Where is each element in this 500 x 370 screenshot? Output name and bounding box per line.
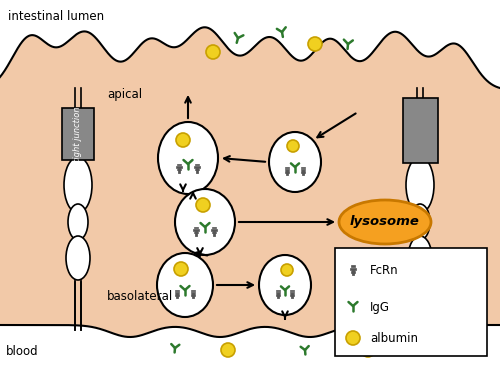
Circle shape xyxy=(174,262,188,276)
FancyBboxPatch shape xyxy=(190,292,196,293)
FancyBboxPatch shape xyxy=(211,229,217,231)
FancyBboxPatch shape xyxy=(301,167,305,168)
Text: tight junction: tight junction xyxy=(74,106,82,162)
FancyBboxPatch shape xyxy=(351,271,355,273)
FancyBboxPatch shape xyxy=(402,98,438,163)
FancyBboxPatch shape xyxy=(194,226,198,228)
FancyBboxPatch shape xyxy=(290,295,294,296)
FancyBboxPatch shape xyxy=(177,164,181,165)
Ellipse shape xyxy=(68,204,88,240)
Circle shape xyxy=(281,264,293,276)
Circle shape xyxy=(346,331,360,345)
Ellipse shape xyxy=(259,255,311,315)
Circle shape xyxy=(176,133,190,147)
FancyBboxPatch shape xyxy=(335,248,487,356)
FancyBboxPatch shape xyxy=(191,295,195,296)
FancyBboxPatch shape xyxy=(62,108,94,160)
Text: intestinal lumen: intestinal lumen xyxy=(8,10,104,23)
Text: albumin: albumin xyxy=(370,332,418,344)
Circle shape xyxy=(361,343,375,357)
FancyBboxPatch shape xyxy=(300,169,306,171)
Circle shape xyxy=(287,140,299,152)
Text: blood: blood xyxy=(6,345,38,358)
Ellipse shape xyxy=(66,236,90,280)
FancyBboxPatch shape xyxy=(290,292,294,293)
Circle shape xyxy=(206,45,220,59)
FancyBboxPatch shape xyxy=(276,295,280,296)
FancyBboxPatch shape xyxy=(290,290,294,291)
FancyBboxPatch shape xyxy=(285,171,289,173)
FancyBboxPatch shape xyxy=(193,229,199,231)
Text: basolateral: basolateral xyxy=(107,290,174,303)
FancyBboxPatch shape xyxy=(195,164,199,165)
FancyBboxPatch shape xyxy=(285,167,289,168)
FancyBboxPatch shape xyxy=(194,166,200,168)
Text: lysosome: lysosome xyxy=(350,215,420,229)
FancyBboxPatch shape xyxy=(195,169,199,170)
FancyBboxPatch shape xyxy=(276,292,280,293)
FancyBboxPatch shape xyxy=(351,265,355,267)
FancyBboxPatch shape xyxy=(176,166,182,168)
FancyBboxPatch shape xyxy=(177,169,181,170)
Ellipse shape xyxy=(269,132,321,192)
FancyBboxPatch shape xyxy=(284,169,290,171)
FancyBboxPatch shape xyxy=(212,226,216,228)
Ellipse shape xyxy=(157,253,213,317)
FancyBboxPatch shape xyxy=(174,292,180,293)
FancyBboxPatch shape xyxy=(194,232,198,233)
Ellipse shape xyxy=(410,204,430,240)
FancyBboxPatch shape xyxy=(191,290,195,291)
Ellipse shape xyxy=(158,122,218,194)
FancyBboxPatch shape xyxy=(350,268,356,270)
Circle shape xyxy=(308,37,322,51)
Ellipse shape xyxy=(408,236,432,280)
Ellipse shape xyxy=(175,189,235,255)
FancyBboxPatch shape xyxy=(301,171,305,173)
Text: FcRn: FcRn xyxy=(370,263,398,276)
Ellipse shape xyxy=(64,157,92,213)
FancyBboxPatch shape xyxy=(176,295,179,296)
Text: IgG: IgG xyxy=(370,302,390,314)
FancyBboxPatch shape xyxy=(212,232,216,233)
FancyBboxPatch shape xyxy=(176,290,179,291)
FancyBboxPatch shape xyxy=(276,290,280,291)
Ellipse shape xyxy=(406,157,434,213)
Ellipse shape xyxy=(339,200,431,244)
Text: apical: apical xyxy=(107,88,142,101)
Circle shape xyxy=(196,198,210,212)
Circle shape xyxy=(221,343,235,357)
